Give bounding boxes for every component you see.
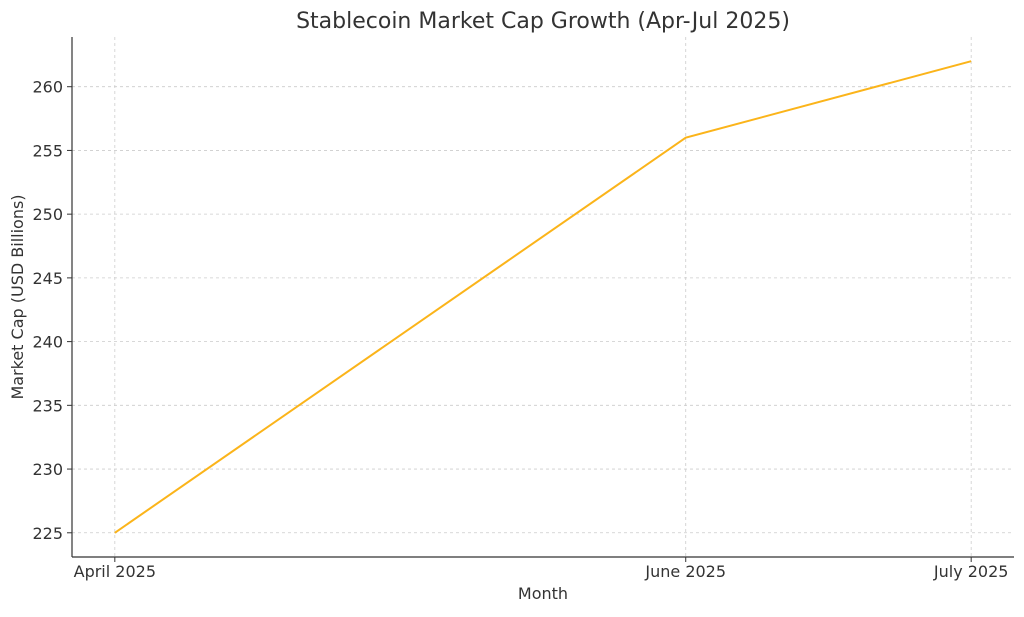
y-tick-label: 225 bbox=[32, 524, 63, 543]
y-tick-label: 255 bbox=[32, 141, 63, 160]
y-axis-label: Market Cap (USD Billions) bbox=[8, 194, 27, 399]
x-axis-label: Month bbox=[518, 584, 568, 603]
x-tick-label: June 2025 bbox=[644, 562, 726, 581]
series-layer bbox=[114, 60, 972, 534]
y-tick-label: 250 bbox=[32, 205, 63, 224]
y-tick-label: 240 bbox=[32, 333, 63, 352]
series-line bbox=[114, 60, 972, 534]
y-tick-label: 235 bbox=[32, 396, 63, 415]
y-tick-label: 230 bbox=[32, 460, 63, 479]
x-tick-label: April 2025 bbox=[74, 562, 156, 581]
axes bbox=[71, 37, 1014, 558]
chart-title: Stablecoin Market Cap Growth (Apr-Jul 20… bbox=[296, 9, 790, 34]
y-tick-label: 245 bbox=[32, 269, 63, 288]
y-tick-label: 260 bbox=[32, 78, 63, 97]
x-tick-label: July 2025 bbox=[933, 562, 1009, 581]
ticks: 225 230 235 240 245 250 255 260 April 2025 June 2… bbox=[32, 78, 1008, 581]
grid bbox=[72, 37, 1014, 557]
